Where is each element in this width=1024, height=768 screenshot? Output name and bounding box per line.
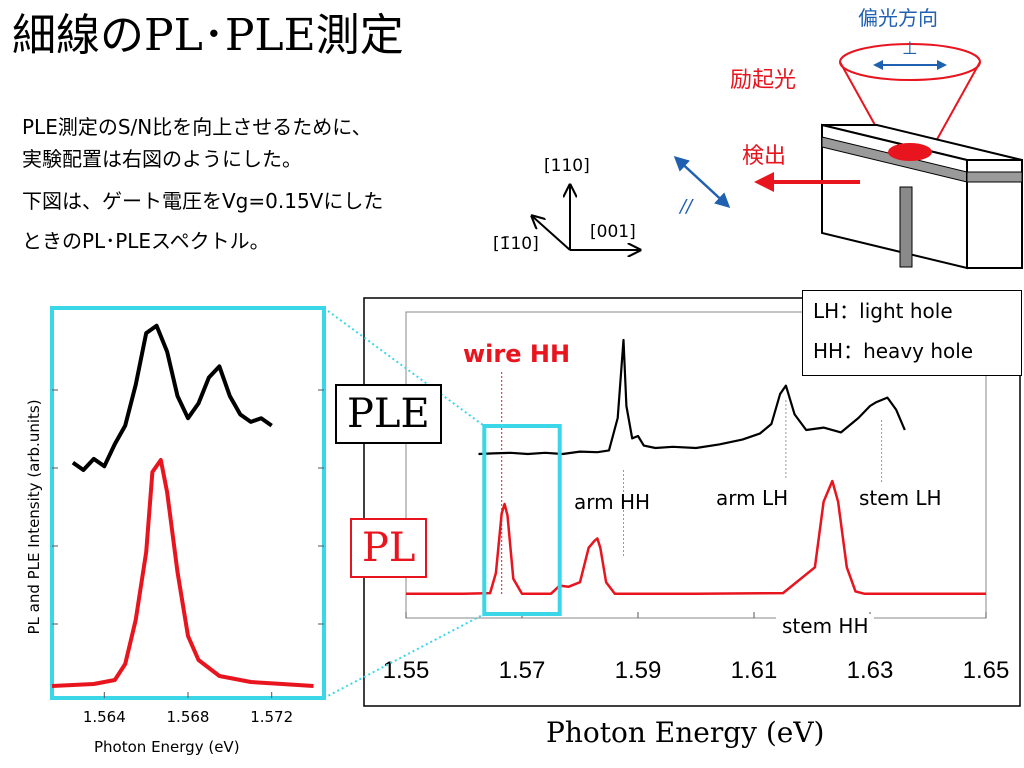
zoom-x-tick-label: 1.568: [167, 708, 210, 726]
annotation-stem-hh: stem HH: [776, 614, 875, 638]
parallel-mark: //: [680, 196, 693, 217]
chart-legend: LH：light hole HH：heavy hole: [802, 290, 1022, 376]
main-x-tick-label: 1.61: [731, 657, 778, 684]
zoom-highlight-box: [482, 424, 562, 616]
parallel-polarization-arrow: [673, 155, 731, 209]
annotation-arm-lh: arm LH: [716, 486, 789, 510]
main-x-axis-title: Photon Energy (eV): [546, 716, 825, 749]
perp-mark: ⊥: [902, 38, 918, 59]
series-label-pl: PL: [350, 518, 428, 578]
legend-entry-lh: LH：light hole: [813, 299, 953, 323]
main-series-pl-line: [406, 479, 986, 595]
zoom-x-axis-title: Photon Energy (eV): [94, 738, 240, 756]
sample-setup-diagram: [754, 43, 1023, 270]
main-series-ple-line: [478, 338, 906, 456]
main-panel-frame: [363, 297, 1021, 707]
main-x-tick-label: 1.55: [383, 657, 430, 684]
annotation-arm-hh: arm HH: [574, 490, 651, 514]
main-x-tick-label: 1.63: [847, 657, 894, 684]
zoom-connector-top: [323, 307, 485, 427]
dir-110-label: [110]: [544, 156, 590, 176]
axis-1m10-arrow: [532, 216, 571, 251]
series-label-ple: PLE: [335, 384, 442, 444]
zoom-x-tick-label: 1.572: [250, 708, 293, 726]
desc-line-1: PLE測定のS/N比を向上させるために、: [22, 115, 372, 139]
zoom-x-tick-label: 1.564: [83, 708, 126, 726]
annotation-stem-lh: stem LH: [859, 486, 942, 510]
main-plot-area: [405, 311, 987, 619]
crystal-axes-diagram: [480, 150, 680, 270]
stem-wire: [899, 186, 913, 268]
desc-line-3: 下図は、ゲート電圧をVg=0.15Vにした: [22, 189, 384, 213]
main-x-tick-label: 1.59: [615, 657, 662, 684]
zoom-series-pl-line: [51, 458, 314, 688]
excitation-spot: [888, 143, 932, 161]
dir-001-label: [001]: [590, 222, 636, 242]
main-x-tick-label: 1.57: [499, 657, 546, 684]
polarization-label: 偏光方向: [858, 6, 938, 30]
main-x-tick-label: 1.65: [963, 657, 1010, 684]
zoom-connector-bottom: [323, 613, 485, 699]
legend-entry-hh: HH：heavy hole: [813, 339, 974, 363]
dir-1m10-label: [1̄10]: [493, 234, 539, 254]
annotation-wire-hh: wire HH: [463, 340, 571, 368]
desc-line-4: ときのPL･PLEスペクトル。: [22, 229, 270, 253]
detection-label: 検出: [742, 144, 787, 169]
excitation-label: 励起光: [730, 68, 797, 93]
zoom-series-ple-line: [71, 323, 273, 472]
slide-title: 細線のPL･PLE測定: [12, 10, 404, 61]
desc-line-2: 実験配置は右図のようにした。: [22, 147, 302, 171]
zoom-y-axis-title: PL and PLE Intensity (arb.units): [25, 399, 43, 635]
